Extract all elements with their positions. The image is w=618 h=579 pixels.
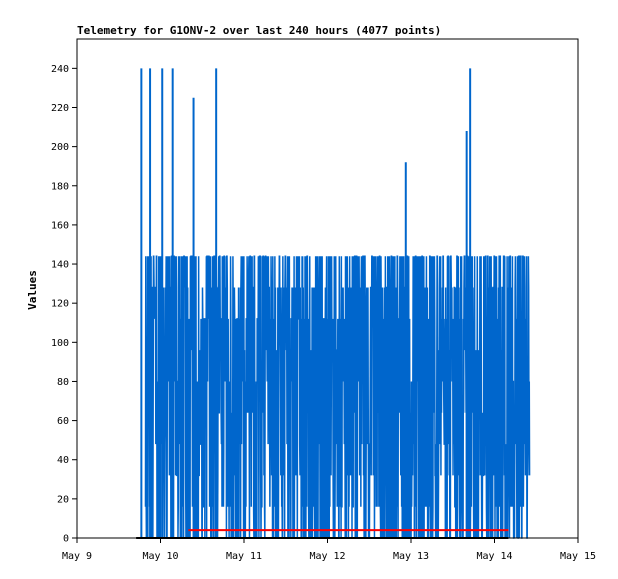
series-layer (136, 68, 531, 539)
x-axis: May 9 May 10 May 11 May 12 May 13 May 14 May 1… (62, 538, 596, 562)
y-tick-label: 140 (51, 260, 69, 271)
y-tick-label: 20 (57, 494, 69, 505)
y-tick-label: 80 (57, 377, 69, 388)
y-tick-label: 60 (57, 416, 69, 427)
y-tick-label: 40 (57, 455, 69, 466)
y-tick-label: 160 (51, 220, 69, 231)
y-tick-label: 120 (51, 299, 69, 310)
x-tick-label: May 11 (226, 551, 262, 562)
y-tick-label: 220 (51, 103, 69, 114)
y-axis-label: Values (26, 270, 39, 310)
x-tick-label: May 15 (560, 551, 596, 562)
x-tick-label: May 13 (393, 551, 429, 562)
x-tick-label: May 14 (476, 551, 512, 562)
x-tick-label: May 10 (142, 551, 178, 562)
y-tick-label: 180 (51, 181, 69, 192)
x-tick-label: May 12 (309, 551, 345, 562)
y-tick-label: 200 (51, 142, 69, 153)
series-blue-line (144, 255, 531, 539)
y-tick-label: 100 (51, 338, 69, 349)
chart-title: Telemetry for G1ONV-2 over last 240 hour… (77, 24, 441, 37)
y-axis: 0 20 40 60 80 100 120 140 160 180 200 220 240 (51, 64, 77, 545)
y-tick-label: 0 (63, 534, 69, 545)
y-tick-label: 240 (51, 64, 69, 75)
x-tick-label: May 9 (62, 551, 92, 562)
